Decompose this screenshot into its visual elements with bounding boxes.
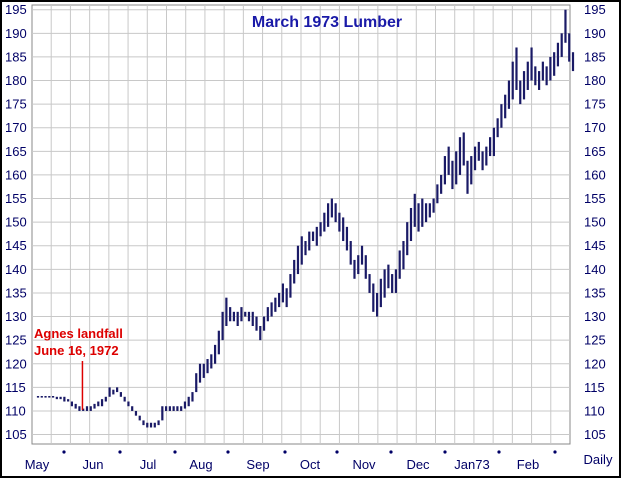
- y-tick-label-left: 160: [5, 167, 27, 182]
- y-tick-label-left: 120: [5, 356, 27, 371]
- y-tick-label-right: 180: [584, 73, 606, 88]
- y-tick-label-left: 110: [5, 403, 26, 418]
- y-tick-label-left: 195: [5, 2, 27, 17]
- y-tick-label-right: 115: [584, 380, 605, 395]
- y-tick-label-right: 120: [584, 356, 606, 371]
- y-tick-label-right: 175: [584, 97, 606, 112]
- x-tick-label: Oct: [300, 457, 321, 472]
- x-tick-label: Feb: [517, 457, 539, 472]
- y-tick-label-right: 125: [584, 333, 606, 348]
- annotation: Agnes landfall June 16, 1972: [34, 326, 123, 410]
- x-tick-label: Dec: [406, 457, 430, 472]
- x-tick-label: Sep: [246, 457, 269, 472]
- y-tick-label-left: 105: [5, 427, 27, 442]
- x-tick-mark: [497, 450, 501, 454]
- y-tick-label-left: 190: [5, 26, 27, 41]
- y-tick-label-left: 155: [5, 191, 27, 206]
- y-tick-label-left: 170: [5, 120, 27, 135]
- y-tick-label-left: 185: [5, 49, 27, 64]
- x-tick-mark: [553, 450, 557, 454]
- y-tick-label-right: 195: [584, 2, 606, 17]
- y-tick-label-right: 160: [584, 167, 606, 182]
- y-tick-label-right: 105: [584, 427, 606, 442]
- y-tick-label-left: 115: [5, 380, 26, 395]
- x-tick-mark: [443, 450, 447, 454]
- y-tick-label-right: 165: [584, 144, 606, 159]
- x-tick-mark: [283, 450, 287, 454]
- y-tick-label-left: 140: [5, 262, 27, 277]
- annotation-label-line1: Agnes landfall: [34, 326, 123, 341]
- x-tick-mark: [62, 450, 66, 454]
- y-tick-label-left: 165: [5, 144, 27, 159]
- x-tick-label: Jun: [83, 457, 104, 472]
- axes: 105 105 110 110 115 115 120 120 125 125 130 130 135 1…: [5, 2, 606, 472]
- y-tick-label-right: 140: [584, 262, 606, 277]
- price-bars: [36, 9, 575, 428]
- y-tick-label-left: 135: [5, 285, 27, 300]
- annotation-label-line2: June 16, 1972: [34, 343, 119, 358]
- y-tick-label-left: 130: [5, 309, 27, 324]
- y-tick-label-right: 190: [584, 26, 606, 41]
- y-tick-label-left: 125: [5, 333, 27, 348]
- x-tick-mark: [226, 450, 230, 454]
- x-tick-label: May: [25, 457, 50, 472]
- y-tick-label-right: 110: [584, 403, 605, 418]
- y-tick-label-left: 175: [5, 97, 27, 112]
- x-tick-label: Nov: [352, 457, 376, 472]
- y-tick-label-left: 150: [5, 215, 27, 230]
- x-tick-label: Aug: [189, 457, 212, 472]
- y-tick-label-right: 145: [584, 238, 606, 253]
- x-tick-label: Jul: [140, 457, 157, 472]
- chart-title: March 1973 Lumber: [252, 14, 402, 31]
- y-tick-label-right: 130: [584, 309, 606, 324]
- frequency-label: Daily: [584, 452, 613, 467]
- y-tick-label-left: 180: [5, 73, 27, 88]
- y-tick-label-right: 155: [584, 191, 606, 206]
- x-tick-label: Jan73: [454, 457, 489, 472]
- y-tick-label-right: 170: [584, 120, 606, 135]
- y-tick-label-left: 145: [5, 238, 27, 253]
- y-tick-label-right: 135: [584, 285, 606, 300]
- x-tick-mark: [173, 450, 177, 454]
- x-tick-mark: [389, 450, 393, 454]
- y-tick-label-right: 150: [584, 215, 606, 230]
- x-tick-mark: [335, 450, 339, 454]
- y-tick-label-right: 185: [584, 49, 606, 64]
- x-tick-mark: [118, 450, 122, 454]
